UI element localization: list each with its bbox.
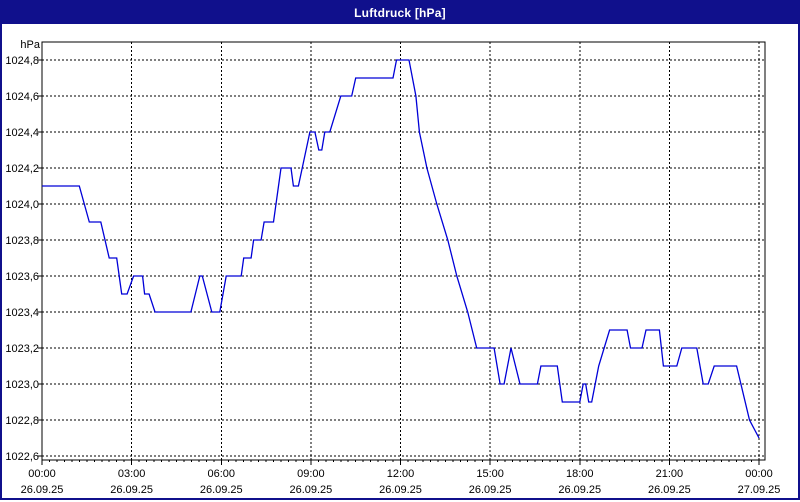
svg-text:18:00: 18:00	[566, 468, 594, 480]
svg-text:26.09.25: 26.09.25	[558, 484, 601, 496]
svg-text:26.09.25: 26.09.25	[469, 484, 512, 496]
svg-text:1024,4: 1024,4	[5, 127, 39, 139]
svg-text:26.09.25: 26.09.25	[648, 484, 691, 496]
svg-text:1022,6: 1022,6	[5, 451, 39, 463]
svg-text:00:00: 00:00	[745, 468, 773, 480]
title-bar: Luftdruck [hPa]	[2, 2, 798, 24]
svg-text:00:00: 00:00	[28, 468, 56, 480]
svg-text:26.09.25: 26.09.25	[289, 484, 332, 496]
svg-text:1024,0: 1024,0	[5, 199, 39, 211]
svg-text:1023,4: 1023,4	[5, 307, 39, 319]
svg-text:1024,6: 1024,6	[5, 91, 39, 103]
svg-text:26.09.25: 26.09.25	[379, 484, 422, 496]
svg-text:1024,8: 1024,8	[5, 55, 39, 67]
window-title: Luftdruck [hPa]	[354, 6, 446, 20]
svg-text:06:00: 06:00	[207, 468, 235, 480]
svg-text:21:00: 21:00	[656, 468, 684, 480]
svg-text:26.09.25: 26.09.25	[110, 484, 153, 496]
svg-text:1022,8: 1022,8	[5, 415, 39, 427]
svg-text:15:00: 15:00	[476, 468, 504, 480]
svg-text:27.09.25: 27.09.25	[738, 484, 781, 496]
svg-text:1024,2: 1024,2	[5, 163, 39, 175]
svg-text:12:00: 12:00	[387, 468, 415, 480]
svg-text:1023,0: 1023,0	[5, 379, 39, 391]
y-axis-unit-label: hPa	[20, 39, 40, 51]
svg-text:26.09.25: 26.09.25	[200, 484, 243, 496]
svg-text:1023,8: 1023,8	[5, 235, 39, 247]
svg-text:1023,6: 1023,6	[5, 271, 39, 283]
svg-text:09:00: 09:00	[297, 468, 325, 480]
svg-text:1023,2: 1023,2	[5, 343, 39, 355]
svg-text:26.09.25: 26.09.25	[21, 484, 64, 496]
svg-text:03:00: 03:00	[118, 468, 146, 480]
